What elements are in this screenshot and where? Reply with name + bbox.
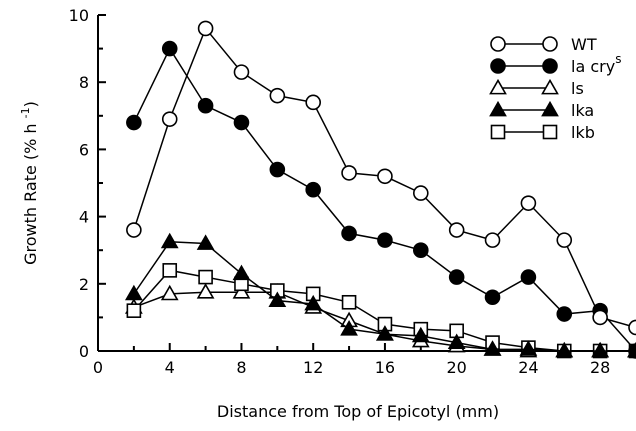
legend-label: lka: [571, 101, 594, 120]
x-tick-label: 16: [375, 358, 395, 377]
data-point-lka: [555, 341, 574, 358]
y-tick-label: 0: [79, 342, 89, 361]
data-point-lka: [411, 326, 430, 343]
data-point-wt: [305, 94, 322, 111]
x-axis-title: Distance from Top of Epicotyl (mm): [217, 402, 499, 421]
data-point-wt: [377, 168, 393, 185]
y-tick-label: 4: [79, 208, 89, 227]
legend-marker: [541, 78, 559, 95]
legend-marker: [542, 124, 558, 140]
data-point-la-cry: [412, 242, 429, 258]
series-lka: [124, 232, 636, 358]
data-point-lka: [591, 341, 610, 358]
legend-marker: [489, 78, 507, 95]
data-point-la-cry: [341, 225, 357, 242]
data-point-lka: [340, 320, 358, 336]
legend-entry-ls: ls: [489, 78, 584, 98]
data-point-ls: [196, 283, 215, 299]
data-point-wt: [520, 195, 537, 211]
legend-label: ls: [571, 79, 584, 98]
data-point-lka: [376, 325, 394, 341]
data-point-la-cry: [377, 232, 393, 248]
data-point-wt: [556, 232, 573, 248]
x-tick-label: 0: [93, 358, 103, 377]
y-tick-label: 10: [69, 6, 89, 25]
series-line-la-cry: [133, 47, 636, 352]
data-point-wt: [126, 222, 142, 238]
data-point-wt: [161, 111, 178, 127]
series-layer: [124, 20, 636, 359]
data-point-la-cry: [520, 269, 537, 285]
legend-marker: [490, 36, 506, 52]
data-point-ls: [160, 284, 179, 301]
legend-entry-la-cry: la crys: [490, 52, 621, 76]
legend-label: lkb: [571, 123, 595, 142]
legend-marker: [542, 36, 558, 52]
legend-entry-lkb: lkb: [490, 123, 595, 142]
x-tick-label: 28: [590, 358, 610, 377]
data-point-lka: [447, 333, 466, 350]
data-point-wt: [233, 64, 250, 80]
data-point-ls: [232, 283, 251, 299]
data-point-la-cry: [305, 181, 322, 198]
legend-marker: [542, 58, 558, 74]
legend-marker: [490, 124, 506, 140]
x-tick-label: 24: [518, 358, 538, 377]
x-tick-label: 20: [446, 358, 466, 377]
data-point-lkb: [341, 294, 357, 310]
y-axis-title: Growth Rate (% h -1): [19, 101, 40, 265]
legend-marker: [490, 58, 506, 74]
data-point-wt: [592, 309, 608, 326]
data-point-la-cry: [161, 40, 178, 57]
data-point-la-cry: [233, 114, 250, 131]
legend-marker: [541, 100, 559, 117]
data-point-wt: [484, 232, 501, 248]
data-point-lka: [160, 232, 179, 249]
legend-entry-lka: lka: [489, 100, 594, 120]
data-point-lka: [268, 291, 287, 308]
data-point-lkb: [126, 303, 142, 318]
x-tick-label: 8: [236, 358, 246, 377]
data-point-lka: [196, 234, 215, 250]
data-point-lka: [304, 294, 323, 311]
y-tick-label: 8: [79, 73, 89, 92]
data-point-lkb: [162, 263, 178, 278]
data-point-la-cry: [126, 114, 142, 131]
data-point-la-cry: [628, 343, 636, 359]
data-point-la-cry: [197, 97, 214, 114]
data-point-wt: [412, 185, 429, 201]
legend-entry-wt: WT: [490, 35, 597, 54]
x-tick-label: 4: [165, 358, 175, 377]
data-point-wt: [628, 319, 636, 336]
data-point-lka: [483, 340, 502, 356]
data-point-wt: [269, 87, 286, 104]
legend-label-superscript: s: [615, 52, 621, 66]
legend-label: la crys: [571, 52, 621, 76]
legend-label: WT: [571, 35, 597, 54]
data-point-lkb: [198, 269, 213, 285]
legend-marker: [489, 100, 507, 117]
data-point-lka: [519, 340, 538, 356]
x-tick-label: 12: [303, 358, 323, 377]
data-point-la-cry: [556, 306, 573, 322]
y-tick-label: 2: [79, 275, 89, 294]
data-point-wt: [448, 222, 465, 238]
data-point-lka: [124, 284, 143, 301]
series-wt: [126, 20, 636, 336]
series-la-cry: [126, 40, 636, 359]
data-point-la-cry: [484, 289, 501, 306]
data-point-la-cry: [269, 161, 286, 178]
data-point-lka: [232, 264, 251, 281]
y-tick-label: 6: [79, 140, 89, 159]
data-point-wt: [341, 165, 357, 181]
data-point-la-cry: [448, 269, 465, 285]
data-point-wt: [197, 20, 214, 37]
